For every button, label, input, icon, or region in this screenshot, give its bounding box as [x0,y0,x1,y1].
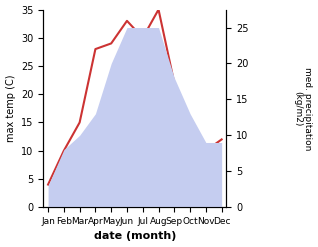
Y-axis label: max temp (C): max temp (C) [5,75,16,142]
Y-axis label: med. precipitation
(kg/m2): med. precipitation (kg/m2) [293,67,313,150]
X-axis label: date (month): date (month) [94,231,176,242]
